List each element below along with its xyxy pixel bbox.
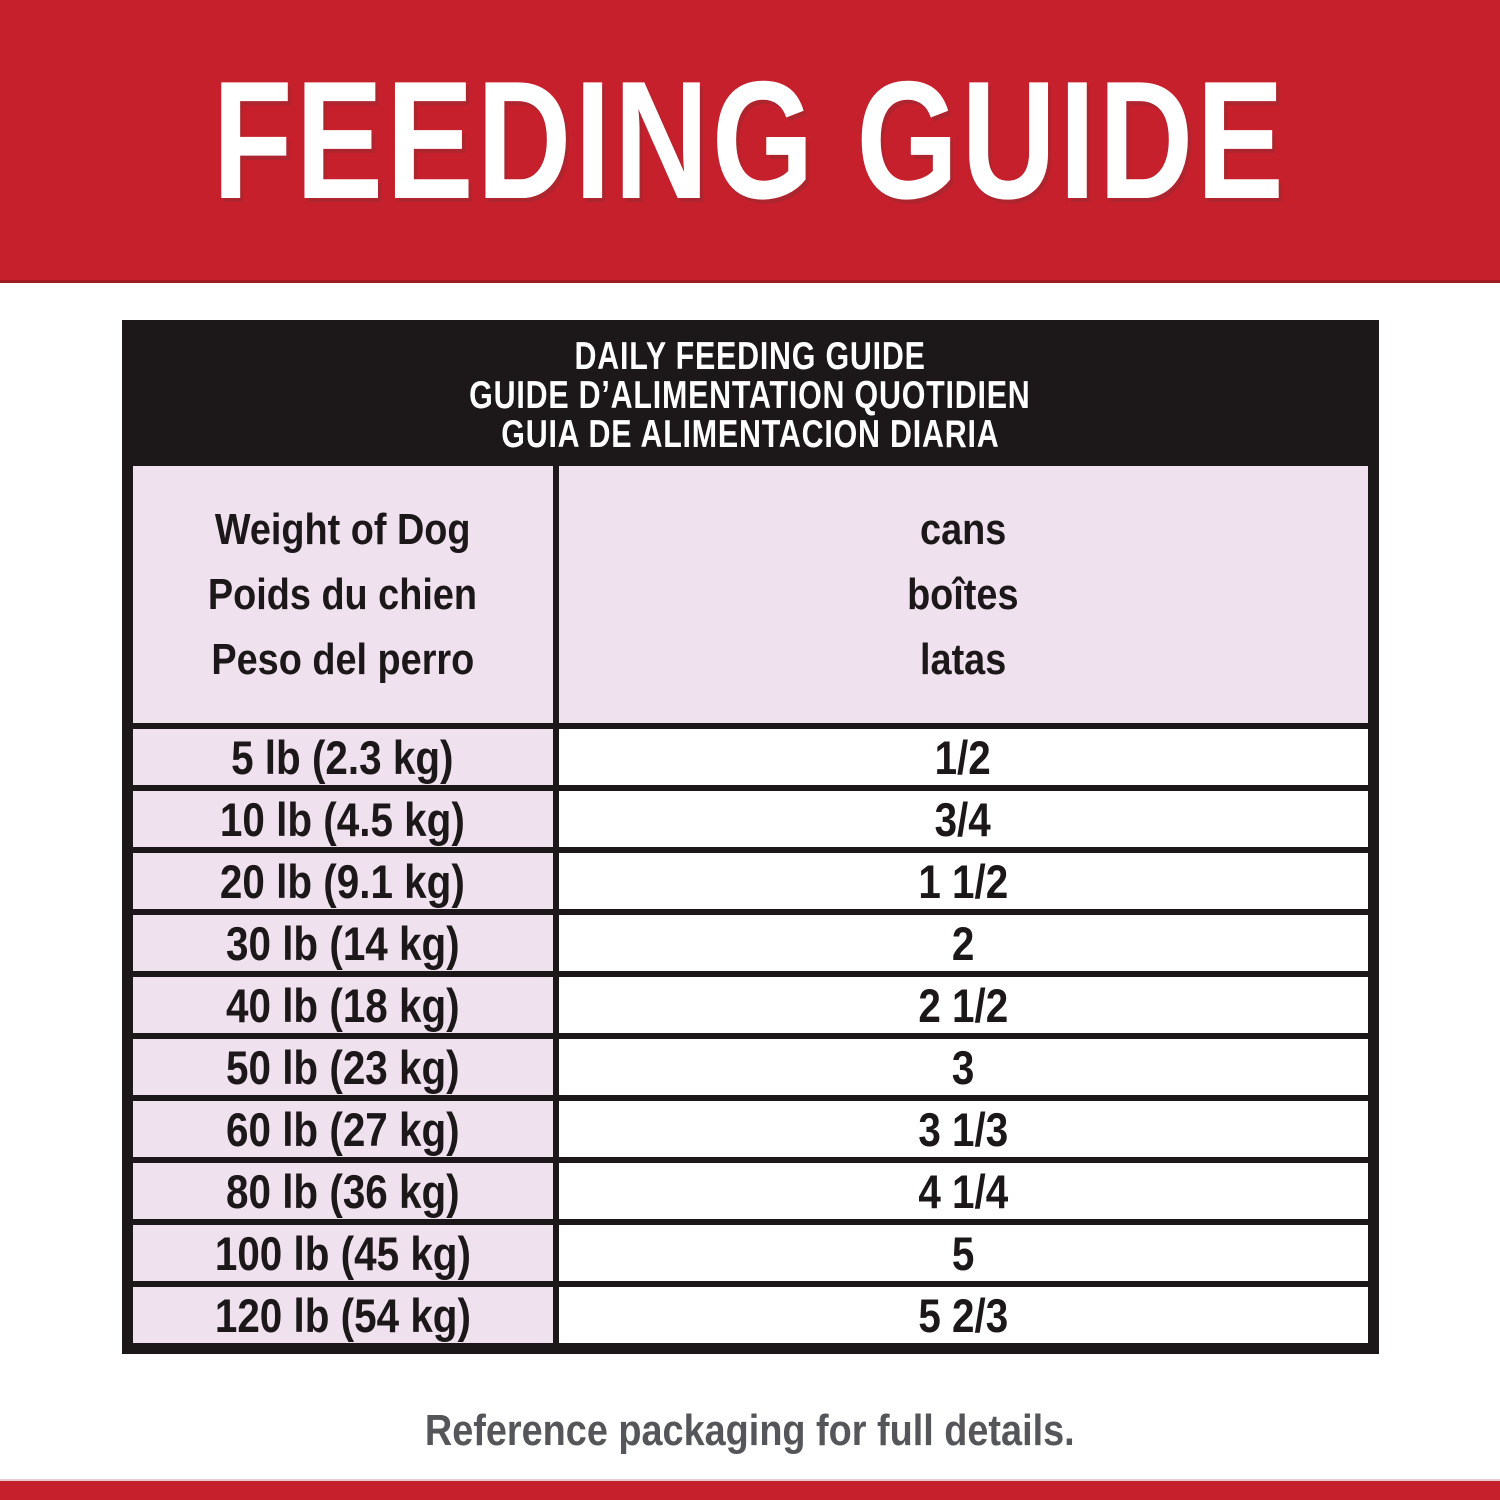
- column-header-row: Weight of Dog Poids du chien Peso del pe…: [132, 466, 1368, 723]
- weight-cell: 30 lb (14 kg): [132, 915, 559, 971]
- cans-column-header: cans boîtes latas: [558, 466, 1368, 723]
- weight-cell: 50 lb (23 kg): [132, 1039, 559, 1095]
- table-row: 50 lb (23 kg) 3: [132, 1033, 1368, 1095]
- table-row: 20 lb (9.1 kg) 1 1/2: [132, 847, 1368, 909]
- table-row: 60 lb (27 kg) 3 1/3: [132, 1095, 1368, 1157]
- weight-cell: 20 lb (9.1 kg): [132, 853, 559, 909]
- weight-cell: 5 lb (2.3 kg): [132, 729, 559, 785]
- cans-cell: 1 1/2: [558, 853, 1368, 909]
- table-section: DAILY FEEDING GUIDE GUIDE D’ALIMENTATION…: [0, 283, 1500, 1354]
- cans-cell: 5: [558, 1225, 1368, 1281]
- table-row: 10 lb (4.5 kg) 3/4: [132, 785, 1368, 847]
- cans-cell: 3/4: [558, 791, 1368, 847]
- weight-cell: 80 lb (36 kg): [132, 1163, 559, 1219]
- table-title-fr: GUIDE D’ALIMENTATION QUOTIDIEN: [469, 374, 1031, 417]
- cans-cell: 3: [558, 1039, 1368, 1095]
- weight-cell: 60 lb (27 kg): [132, 1101, 559, 1157]
- table-row: 80 lb (36 kg) 4 1/4: [132, 1157, 1368, 1219]
- table-row: 120 lb (54 kg) 5 2/3: [132, 1281, 1368, 1343]
- weight-cell: 40 lb (18 kg): [132, 977, 559, 1033]
- table-body: 5 lb (2.3 kg) 1/2 10 lb (4.5 kg) 3/4 20 …: [132, 723, 1368, 1343]
- weight-cell: 10 lb (4.5 kg): [132, 791, 559, 847]
- weight-column-header: Weight of Dog Poids du chien Peso del pe…: [132, 466, 559, 723]
- daily-feeding-guide-table: DAILY FEEDING GUIDE GUIDE D’ALIMENTATION…: [121, 320, 1379, 1354]
- table-title-en: DAILY FEEDING GUIDE: [574, 335, 926, 378]
- table-row: 100 lb (45 kg) 5: [132, 1219, 1368, 1281]
- bottom-red-strip: [0, 1479, 1500, 1500]
- table-row: 40 lb (18 kg) 2 1/2: [132, 971, 1368, 1033]
- cans-cell: 5 2/3: [558, 1287, 1368, 1343]
- cans-cell: 2: [558, 915, 1368, 971]
- weight-cell: 120 lb (54 kg): [132, 1287, 559, 1343]
- table-title-es: GUIA DE ALIMENTACION DIARIA: [500, 413, 1000, 456]
- table-row: 30 lb (14 kg) 2: [132, 909, 1368, 971]
- weight-cell: 100 lb (45 kg): [132, 1225, 559, 1281]
- page-title: FEEDING GUIDE: [212, 46, 1288, 234]
- table-title-block: DAILY FEEDING GUIDE GUIDE D’ALIMENTATION…: [132, 331, 1368, 466]
- footer-note: Reference packaging for full details.: [425, 1406, 1075, 1455]
- cans-cell: 2 1/2: [558, 977, 1368, 1033]
- cans-cell: 4 1/4: [558, 1163, 1368, 1219]
- table-row: 5 lb (2.3 kg) 1/2: [132, 723, 1368, 785]
- cans-cell: 3 1/3: [558, 1101, 1368, 1157]
- feeding-guide-banner: FEEDING GUIDE: [0, 0, 1500, 283]
- cans-cell: 1/2: [558, 729, 1368, 785]
